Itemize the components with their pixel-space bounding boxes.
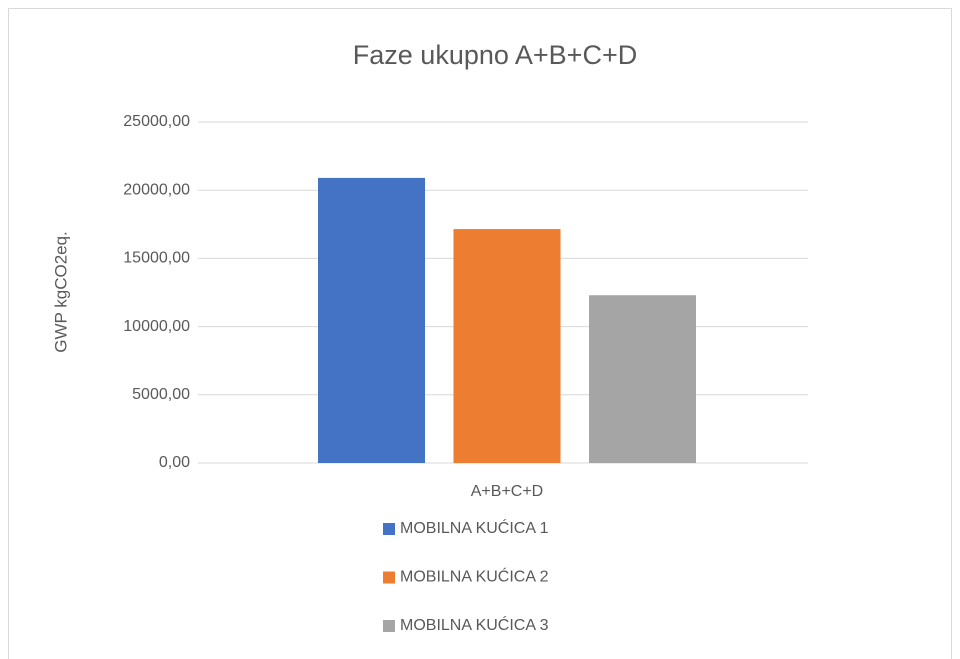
legend-swatch [383, 571, 395, 584]
y-axis-label: GWP kgCO2eq. [51, 231, 70, 353]
legend-label: MOBILNA KUĆICA 3 [400, 615, 549, 634]
legend-swatch [383, 523, 395, 535]
y-tick-label: 0,00 [159, 454, 190, 471]
y-tick-label: 5000,00 [132, 386, 190, 403]
y-tick-label: 20000,00 [123, 181, 190, 198]
legend-label: MOBILNA KUĆICA 2 [400, 567, 549, 586]
chart-title: Faze ukupno A+B+C+D [353, 40, 637, 70]
bar [589, 295, 696, 463]
legend-swatch [383, 620, 395, 632]
bar [318, 177, 425, 463]
x-tick-label: A+B+C+D [471, 483, 543, 500]
y-tick-label: 25000,00 [123, 113, 190, 130]
y-tick-label: 15000,00 [123, 250, 190, 267]
bar [453, 229, 561, 463]
y-tick-label: 10000,00 [123, 318, 190, 335]
legend-label: MOBILNA KUĆICA 1 [400, 518, 549, 537]
